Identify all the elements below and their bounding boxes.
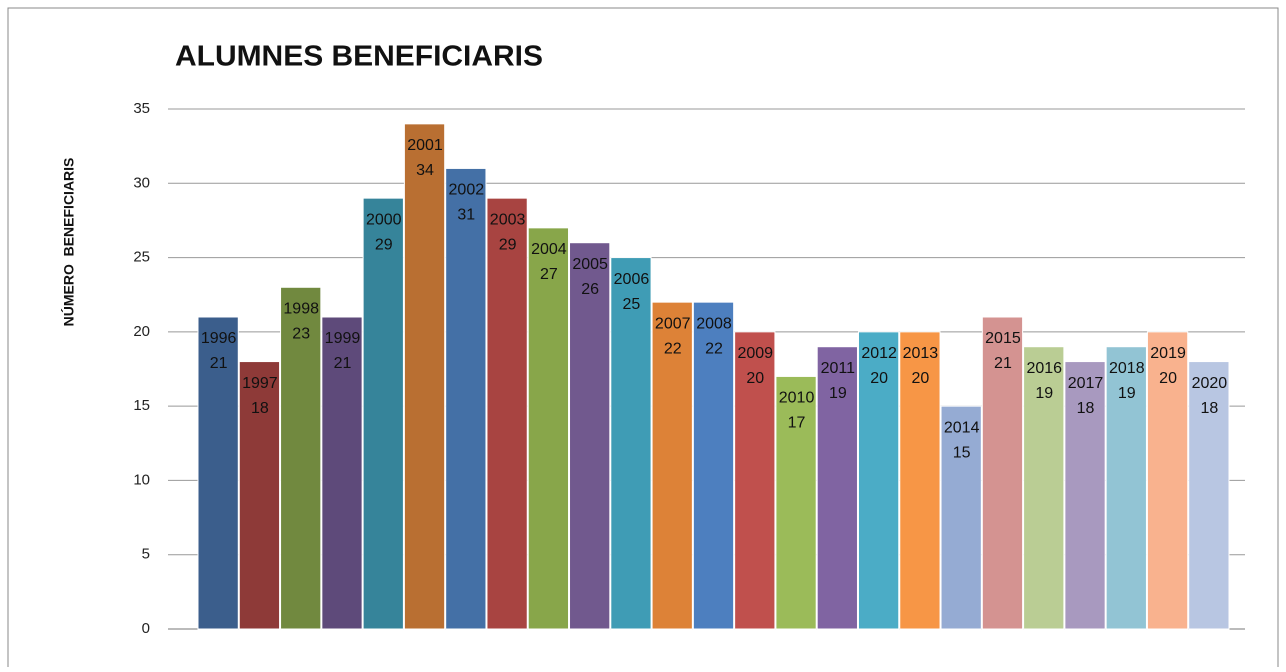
bar [1188, 361, 1230, 630]
bar-value-label: 20 [1159, 370, 1177, 387]
chart-title: ALUMNES BENEFICIARIS [175, 41, 543, 73]
bar-value-label: 21 [994, 355, 1012, 372]
bar-category-label: 2001 [407, 137, 443, 154]
bar [1146, 331, 1189, 630]
bar-category-label: 2020 [1192, 375, 1228, 392]
bar [486, 197, 528, 630]
bar-value-label: 20 [912, 370, 930, 387]
bar-category-label: 2018 [1109, 360, 1145, 377]
bar-category-label: 1998 [283, 301, 319, 318]
bar [1105, 346, 1147, 630]
bar-value-label: 27 [540, 266, 558, 283]
bar-value-label: 19 [829, 385, 847, 402]
bar-value-label: 19 [1118, 385, 1136, 402]
bar [362, 197, 404, 630]
bar-value-label: 20 [746, 370, 764, 387]
bar [734, 331, 776, 630]
bar-category-label: 2010 [779, 390, 815, 407]
bar [940, 405, 982, 630]
bar-category-label: 2006 [614, 271, 650, 288]
bar-value-label: 26 [581, 281, 599, 298]
bar-value-label: 18 [1077, 400, 1095, 417]
bar-value-label: 34 [416, 162, 434, 179]
bar [197, 316, 239, 630]
bar-value-label: 21 [210, 355, 228, 372]
bar-category-label: 2016 [1026, 360, 1062, 377]
bar-category-label: 2012 [861, 345, 897, 362]
bar [321, 316, 363, 630]
bar-category-label: 1997 [242, 375, 278, 392]
bar-value-label: 25 [623, 296, 641, 313]
bar-value-label: 20 [870, 370, 888, 387]
bar [403, 123, 446, 630]
bar-category-label: 2005 [572, 256, 608, 273]
bar-category-label: 2009 [737, 345, 773, 362]
bar [899, 331, 941, 630]
bar-value-label: 19 [1035, 385, 1053, 402]
bar-value-label: 17 [788, 415, 806, 432]
bar-category-label: 2017 [1068, 375, 1104, 392]
bar [569, 242, 611, 630]
bar-category-label: 2003 [490, 211, 526, 228]
bar [857, 331, 900, 630]
bar [610, 257, 652, 630]
bar [238, 361, 281, 630]
y-tick-label: 10 [133, 471, 150, 488]
bar [692, 301, 735, 630]
bar [816, 346, 858, 630]
bar-value-label: 18 [1200, 400, 1218, 417]
y-tick-label: 35 [133, 100, 150, 117]
bar-category-label: 2000 [366, 211, 402, 228]
bar-value-label: 15 [953, 444, 971, 461]
bar-value-label: 29 [499, 236, 517, 253]
y-tick-label: 5 [142, 546, 150, 563]
bar-category-label: 2014 [944, 419, 980, 436]
bar-category-label: 2019 [1150, 345, 1186, 362]
bar-value-label: 22 [664, 340, 682, 357]
bar [280, 286, 322, 630]
bar-value-label: 31 [457, 207, 475, 224]
bar-value-label: 22 [705, 340, 723, 357]
bar-value-label: 29 [375, 236, 393, 253]
bar-value-label: 18 [251, 400, 269, 417]
bar-category-label: 1996 [201, 330, 237, 347]
y-axis-label: NÚMERO BENEFICIARIS [60, 158, 77, 327]
bar-category-label: 1999 [325, 330, 361, 347]
bar-category-label: 2013 [903, 345, 939, 362]
bar-category-label: 2011 [821, 360, 856, 377]
bar [445, 167, 487, 630]
bar-category-label: 2004 [531, 241, 567, 258]
chart-border [7, 7, 1279, 667]
y-tick-label: 20 [133, 323, 150, 340]
bar [1064, 361, 1106, 630]
y-tick-label: 30 [133, 174, 150, 191]
y-tick-label: 0 [142, 620, 150, 637]
bar-value-label: 21 [334, 355, 352, 372]
bar-value-label: 23 [292, 326, 310, 343]
bar [981, 316, 1024, 630]
bar-category-label: 2007 [655, 315, 691, 332]
bar-category-label: 2008 [696, 315, 732, 332]
bar [527, 227, 570, 630]
bar-category-label: 2015 [985, 330, 1021, 347]
y-tick-label: 25 [133, 249, 150, 266]
bar [1023, 346, 1065, 630]
bar [651, 301, 693, 630]
y-tick-label: 15 [133, 397, 150, 414]
bar-category-label: 2002 [449, 182, 485, 199]
bar [775, 375, 817, 630]
